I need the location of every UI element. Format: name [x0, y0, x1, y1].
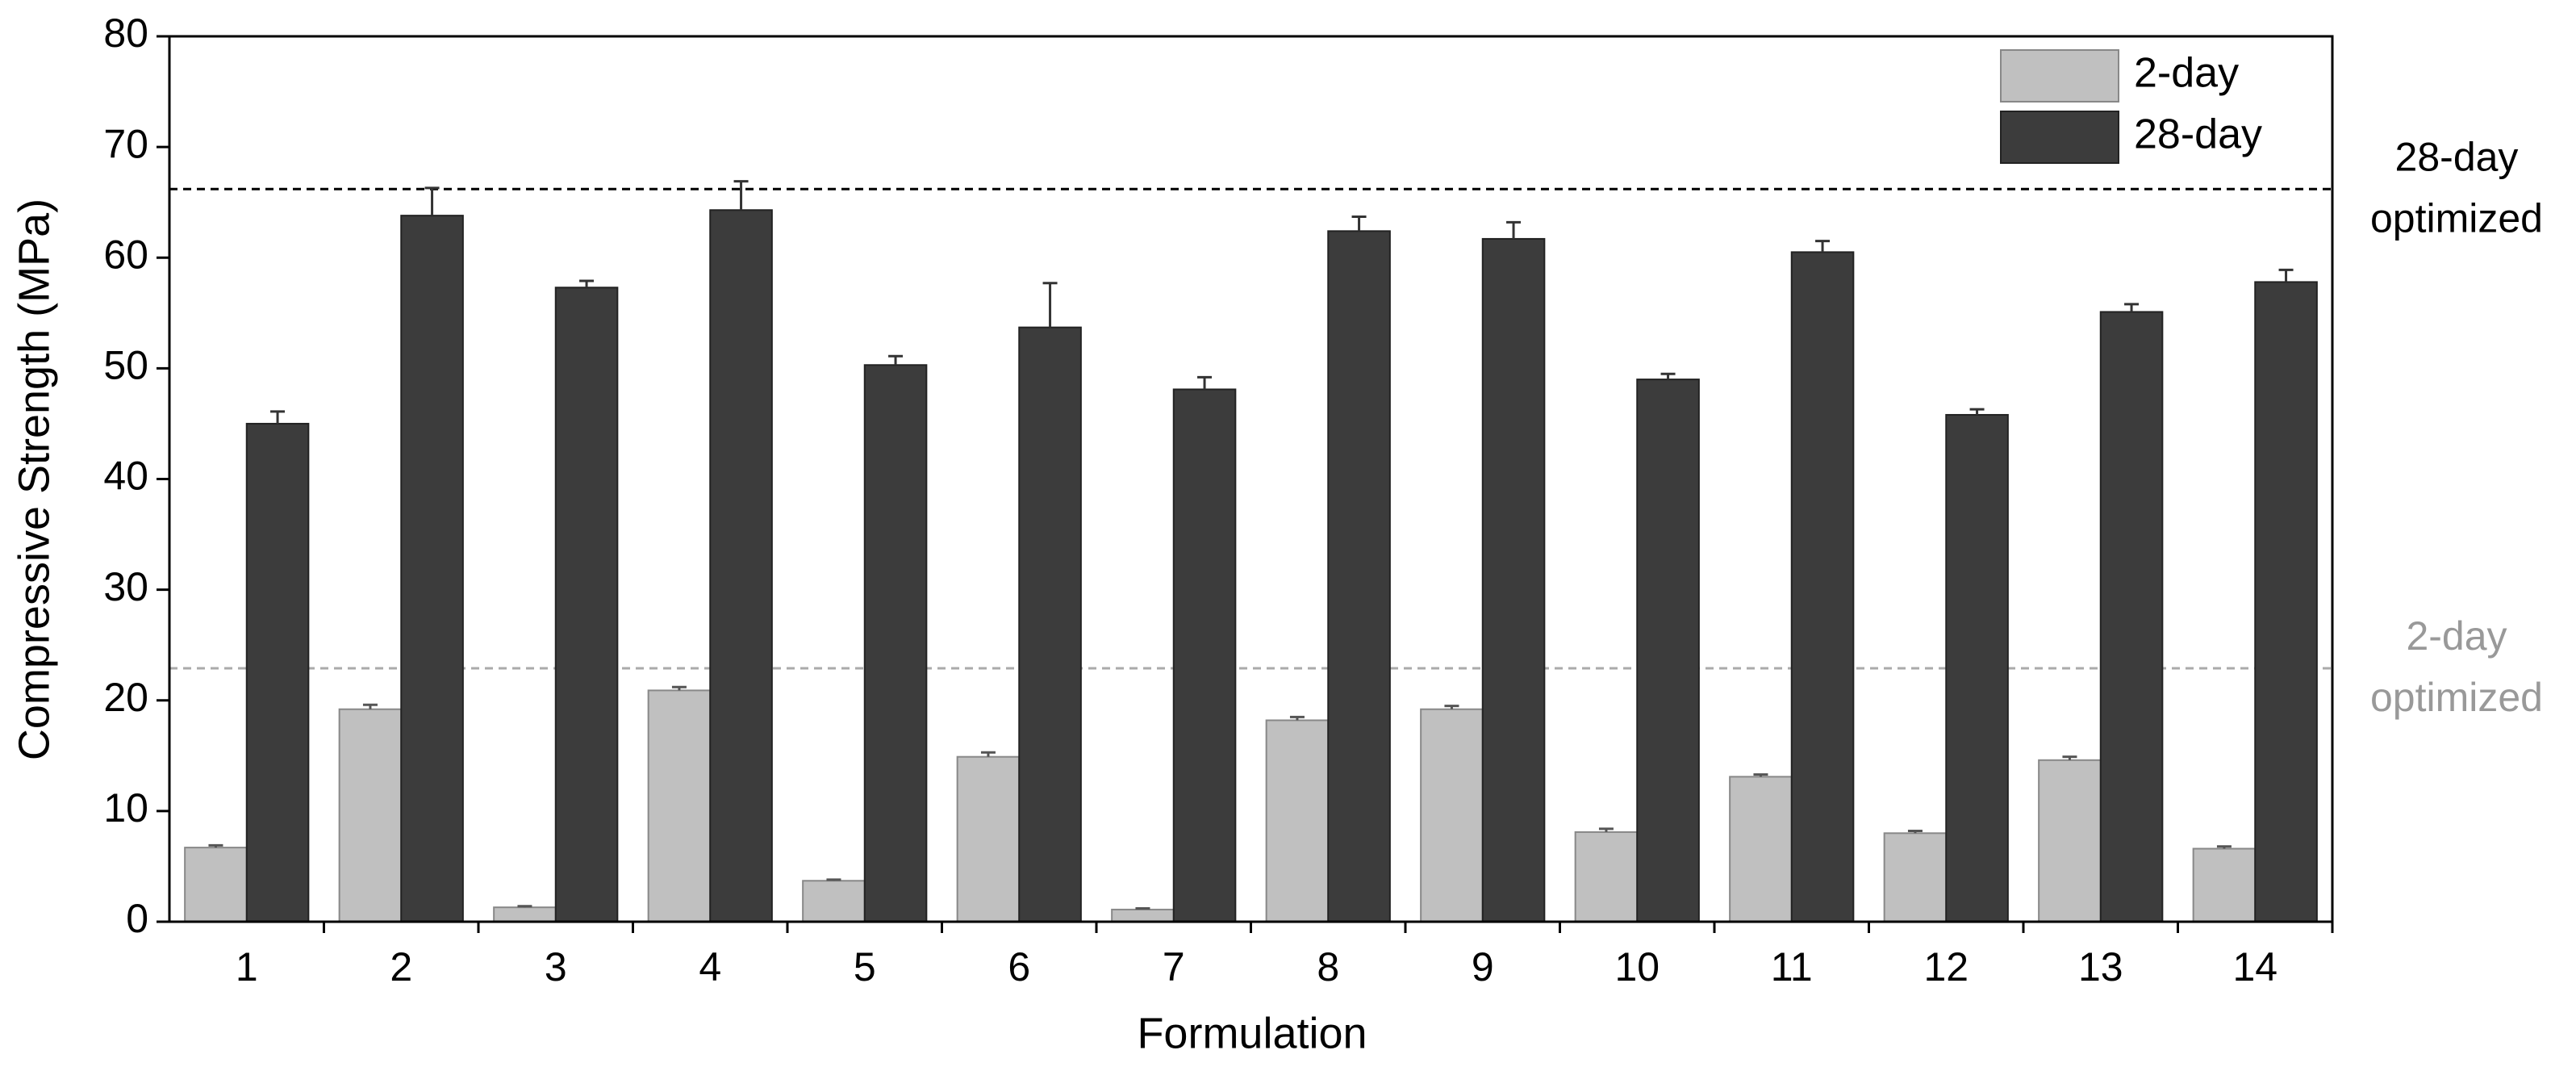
x-tick-label: 6 — [1008, 944, 1030, 990]
bar — [184, 847, 248, 923]
error-bar — [1598, 827, 1614, 832]
error-bar — [1815, 240, 1831, 253]
error-bar — [2278, 268, 2294, 282]
y-tick-label: 0 — [126, 896, 148, 941]
error-bar — [1289, 715, 1305, 721]
bar — [1018, 326, 1082, 923]
x-tick-label: 13 — [2078, 944, 2123, 990]
y-tick-label: 30 — [103, 564, 148, 609]
bar — [2038, 759, 2102, 923]
bar — [2099, 311, 2164, 923]
error-bar — [2062, 755, 2077, 760]
error-bar — [517, 905, 532, 908]
x-tick-label: 8 — [1317, 944, 1339, 990]
bar — [709, 209, 773, 923]
reference-label: optimized — [2370, 675, 2543, 720]
bar — [1172, 388, 1237, 923]
bar — [1327, 230, 1391, 923]
error-bar — [1042, 282, 1058, 328]
bar — [1111, 908, 1175, 923]
y-tick-label: 10 — [103, 785, 148, 831]
error-bar — [733, 180, 749, 211]
y-tick-label: 60 — [103, 232, 148, 277]
x-tick-label: 7 — [1163, 944, 1185, 990]
error-bar — [1135, 907, 1150, 910]
error-bar — [1444, 705, 1459, 709]
x-tick-label: 9 — [1472, 944, 1494, 990]
error-bar — [1506, 220, 1522, 239]
bar — [956, 755, 1021, 923]
bar — [1790, 251, 1855, 923]
y-tick-label: 70 — [103, 121, 148, 166]
bar — [1265, 719, 1330, 923]
y-tick-label: 40 — [103, 454, 148, 499]
error-bar — [208, 843, 223, 848]
bar — [647, 689, 712, 923]
bar — [1574, 831, 1639, 923]
bar — [1729, 776, 1793, 923]
x-tick-label: 5 — [854, 944, 876, 990]
x-tick-label: 2 — [390, 944, 412, 990]
error-bar — [579, 279, 595, 288]
bar — [338, 708, 403, 923]
reference-label: 28-day — [2395, 134, 2519, 179]
y-axis-label: Compressive Strength (MPa) — [10, 199, 58, 760]
bar — [554, 287, 619, 923]
error-bar — [2124, 303, 2140, 312]
x-tick-label: 3 — [545, 944, 567, 990]
x-tick-label: 4 — [699, 944, 721, 990]
error-bar — [1969, 408, 1985, 415]
bar — [1636, 379, 1700, 923]
bar — [2192, 847, 2257, 923]
reference-label: optimized — [2370, 195, 2543, 241]
bar — [1945, 413, 2009, 923]
x-tick-label: 12 — [1923, 944, 1969, 990]
legend-label: 2-day — [2134, 50, 2239, 97]
x-tick-label: 14 — [2232, 944, 2277, 990]
bar — [863, 364, 928, 923]
x-tick-label: 1 — [236, 944, 258, 990]
legend-swatch — [2000, 49, 2119, 103]
bar — [400, 215, 464, 923]
y-tick-label: 20 — [103, 675, 148, 720]
error-bar — [424, 186, 440, 216]
error-bar — [826, 878, 841, 881]
bar — [493, 906, 557, 923]
bar — [245, 422, 310, 923]
bar — [1883, 832, 1948, 923]
error-bar — [1351, 215, 1367, 232]
error-bar — [2216, 845, 2232, 849]
error-bar — [1660, 372, 1676, 380]
error-bar — [980, 751, 996, 757]
x-axis-label: Formulation — [1137, 1009, 1367, 1057]
error-bar — [1907, 830, 1923, 834]
error-bar — [888, 354, 904, 366]
error-bar — [362, 703, 378, 709]
y-tick-label: 80 — [103, 10, 148, 56]
reference-label: 2-day — [2406, 613, 2507, 659]
error-bar — [671, 685, 687, 691]
y-tick-label: 50 — [103, 343, 148, 388]
bar — [1420, 708, 1484, 923]
x-tick-label: 10 — [1614, 944, 1660, 990]
error-bar — [1197, 375, 1213, 390]
legend-label: 28-day — [2134, 111, 2262, 158]
plot-frame — [168, 35, 2334, 923]
x-tick-label: 11 — [1771, 944, 1813, 990]
legend-swatch — [2000, 111, 2119, 164]
bar — [1481, 237, 1546, 923]
bar — [802, 880, 866, 923]
error-bar — [1753, 773, 1768, 777]
bar — [2254, 281, 2318, 923]
error-bar — [270, 410, 286, 424]
